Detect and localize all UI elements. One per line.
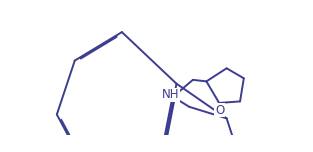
Text: O: O — [215, 104, 224, 117]
Text: NH: NH — [162, 88, 179, 101]
